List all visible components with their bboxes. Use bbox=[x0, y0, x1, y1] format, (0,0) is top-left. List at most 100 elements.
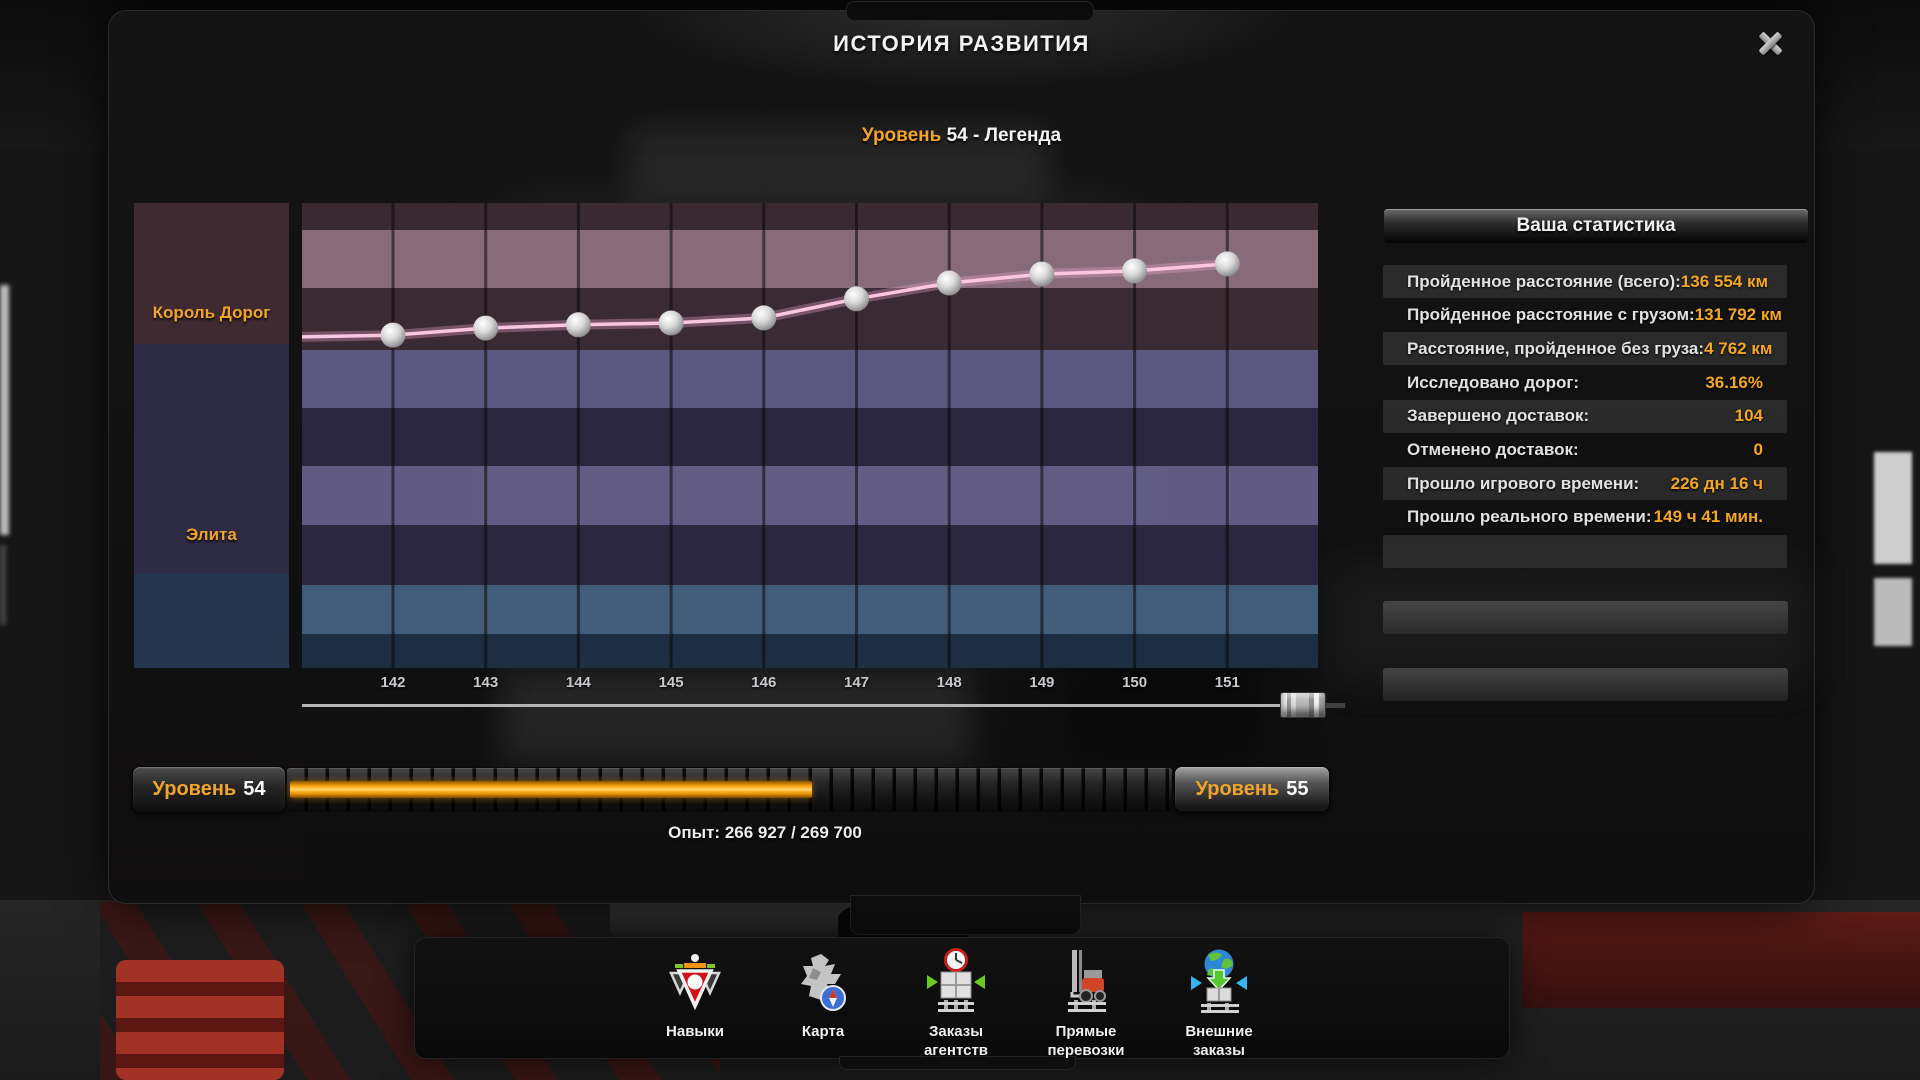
toolbar-item-direct-freight[interactable]: Прямые перевозки bbox=[1021, 944, 1151, 1060]
xp-progress-fill bbox=[290, 781, 813, 798]
toolbar-label: Внешние заказы bbox=[1185, 1023, 1253, 1059]
toolbar-item-map[interactable]: Карта bbox=[758, 944, 888, 1041]
stats-row: Расстояние, пройденное без груза: 4 762 к… bbox=[1383, 332, 1787, 366]
data-point-marker bbox=[936, 270, 962, 296]
stats-row: Прошло игрового времени: 226 дн 16 ч bbox=[1383, 467, 1787, 501]
chart-scrollbar-stub bbox=[1321, 703, 1345, 708]
toolbar-item-agency-orders[interactable]: Заказы агентств bbox=[891, 944, 1021, 1060]
x-axis-label: 145 bbox=[658, 674, 684, 691]
stats-row-label: Пройденное расстояние с грузом: bbox=[1407, 305, 1695, 325]
progress-chart bbox=[302, 203, 1318, 668]
rank-label-king: Король Дорог bbox=[152, 303, 271, 322]
wall-light-right-2 bbox=[1874, 578, 1912, 646]
stats-row-value: 131 792 км bbox=[1694, 305, 1782, 325]
bottom-toolbar: Навыки Карта bbox=[414, 937, 1510, 1070]
stats-table: Пройденное расстояние (всего): 136 554 км… bbox=[1383, 265, 1787, 569]
x-axis-label: 147 bbox=[843, 674, 870, 691]
chart-scrollbar-handle[interactable] bbox=[1280, 692, 1326, 718]
data-point-marker bbox=[565, 312, 591, 338]
forklift-icon bbox=[1054, 944, 1118, 1016]
stats-row-value: 0 bbox=[1753, 440, 1763, 459]
stats-header: Ваша статистика bbox=[1384, 209, 1808, 243]
data-point-marker bbox=[751, 305, 777, 331]
close-button[interactable] bbox=[1748, 21, 1792, 65]
x-axis-label: 146 bbox=[751, 674, 777, 691]
page-title: ИСТОРИЯ РАЗВИТИЯ bbox=[833, 31, 1090, 56]
rank-zone-king-of-road bbox=[134, 203, 289, 344]
toolbar-bottom-tab bbox=[839, 1056, 1076, 1070]
rank-label-elite: Элита bbox=[186, 525, 237, 544]
rank-zone-column: Король Дорог Элита bbox=[134, 203, 289, 668]
x-axis-label: 142 bbox=[380, 674, 406, 691]
dialog-top-tab bbox=[846, 1, 1094, 21]
toolbar-label: Карта bbox=[801, 1023, 845, 1040]
stats-row-label: Завершено доставок: bbox=[1407, 406, 1590, 426]
stats-row-value: 104 bbox=[1734, 406, 1763, 426]
x-axis-label: 143 bbox=[473, 674, 499, 691]
stats-row: Завершено доставок: 104 bbox=[1383, 399, 1787, 433]
toolbar-item-skills[interactable]: Навыки bbox=[630, 944, 760, 1041]
stats-row-label: Прошло реального времени: bbox=[1407, 507, 1652, 527]
current-level-value: 54 bbox=[243, 778, 266, 800]
stats-row-value: 4 762 км bbox=[1704, 338, 1773, 358]
stats-row-label: Прошло игрового времени: bbox=[1407, 473, 1640, 493]
xp-progress-bar bbox=[286, 767, 1173, 812]
stats-placeholder-bar bbox=[1383, 601, 1788, 634]
x-axis-label: 149 bbox=[1029, 674, 1055, 691]
stats-row-value: 226 дн 16 ч bbox=[1670, 473, 1763, 493]
toolbar-label: Прямые перевозки bbox=[1047, 1023, 1125, 1059]
x-axis-label: 150 bbox=[1122, 674, 1148, 691]
stats-row-label: Расстояние, пройденное без груза: bbox=[1407, 338, 1705, 358]
stats-row: Пройденное расстояние (всего): 136 554 км bbox=[1383, 265, 1787, 298]
rank-zone-elite bbox=[134, 344, 289, 574]
stats-row: Исследовано дорог: 36.16% bbox=[1383, 366, 1787, 399]
red-platform bbox=[1522, 912, 1920, 1008]
toolbar-label: Навыки bbox=[666, 1023, 724, 1040]
level-subtitle-prefix: Уровень bbox=[861, 125, 942, 146]
current-level-box: Уровень 54 bbox=[132, 766, 286, 813]
data-point-marker bbox=[1214, 251, 1240, 277]
current-level-label: Уровень bbox=[152, 778, 237, 800]
chart-bands bbox=[302, 203, 1318, 668]
stats-row bbox=[1383, 534, 1787, 568]
data-point-marker bbox=[473, 315, 499, 341]
stats-row: Прошло реального времени: 149 ч 41 мин. bbox=[1383, 501, 1787, 534]
wall-light-right-1 bbox=[1874, 452, 1912, 564]
stats-row-label: Пройденное расстояние (всего): bbox=[1407, 271, 1681, 291]
europe-map-icon bbox=[791, 944, 855, 1016]
development-history-dialog: ИСТОРИЯ РАЗВИТИЯ Уровень 54 - Легенда Ко… bbox=[108, 1, 1815, 935]
wall-light-left-dim bbox=[0, 545, 6, 625]
next-level-value: 55 bbox=[1286, 777, 1309, 800]
stats-row-label: Исследовано дорог: bbox=[1407, 372, 1580, 392]
stats-row-value: 136 554 км bbox=[1680, 271, 1769, 291]
data-point-marker bbox=[1122, 258, 1148, 284]
wall-light-left bbox=[0, 285, 9, 535]
rank-zone-lower bbox=[134, 574, 289, 668]
chart-x-labels: 142 143 144 145 146 147 148 149 150 151 bbox=[302, 674, 1318, 694]
next-level-label: Уровень bbox=[1195, 777, 1280, 800]
x-axis-label: 144 bbox=[565, 674, 591, 691]
level-subtitle-value: 54 - Легенда bbox=[946, 125, 1062, 146]
next-level-box: Уровень 55 bbox=[1174, 766, 1330, 812]
toolbar-item-external-orders[interactable]: Внешние заказы bbox=[1154, 944, 1284, 1060]
stats-row-value: 149 ч 41 мин. bbox=[1653, 507, 1763, 527]
stats-row-label: Отменено доставок: bbox=[1407, 440, 1579, 459]
skills-icon bbox=[663, 944, 727, 1016]
stats-row-value: 36.16% bbox=[1705, 372, 1763, 392]
toolbar-label: Заказы агентств bbox=[923, 1023, 989, 1059]
data-point-marker bbox=[658, 310, 684, 336]
chart-scrollbar-track[interactable] bbox=[302, 704, 1284, 707]
stats-placeholder-bar bbox=[1383, 668, 1788, 701]
data-point-marker bbox=[844, 286, 869, 312]
level-subtitle: Уровень 54 - Легенда bbox=[109, 125, 1814, 147]
data-point-marker bbox=[1029, 261, 1055, 287]
globe-orders-icon bbox=[1187, 944, 1251, 1016]
x-axis-label: 148 bbox=[936, 674, 962, 691]
data-point-marker bbox=[380, 322, 406, 348]
experience-text: Опыт: 266 927 / 269 700 bbox=[668, 823, 862, 842]
stats-row: Отменено доставок: 0 bbox=[1383, 434, 1787, 467]
red-barrier-cylinders bbox=[116, 960, 284, 1080]
dialog-bottom-tab bbox=[850, 895, 1081, 935]
x-axis-label: 151 bbox=[1214, 674, 1240, 691]
